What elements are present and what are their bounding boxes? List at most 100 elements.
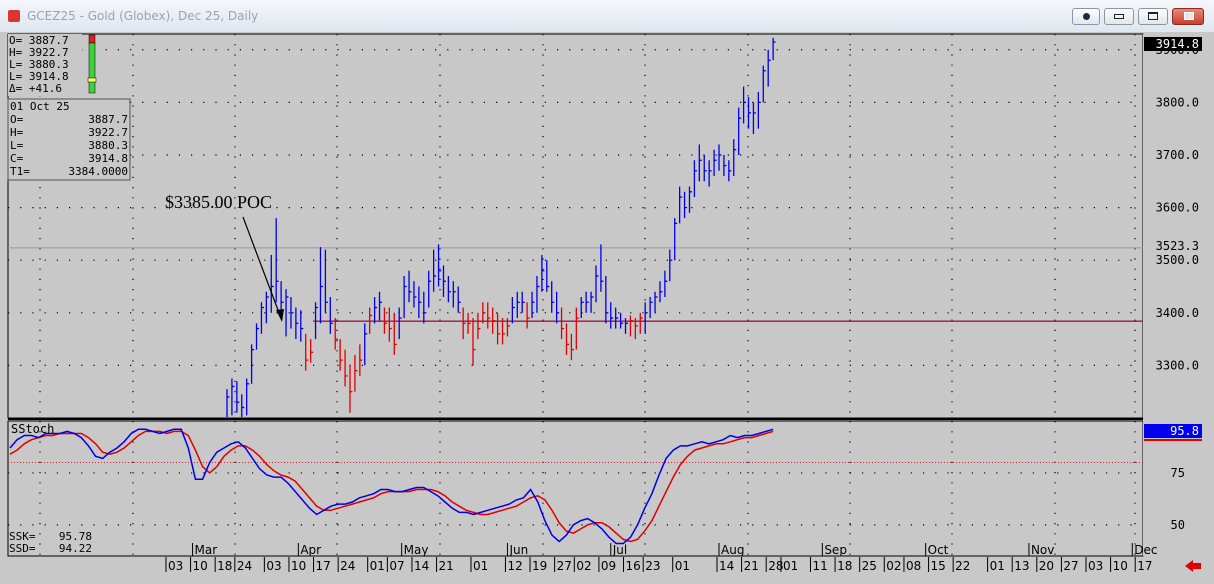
price-tick-label: 3800.0 <box>1156 95 1199 109</box>
day-label: 03 <box>266 559 281 573</box>
poc-arrow-head <box>276 309 284 322</box>
day-label: 13 <box>1014 559 1029 573</box>
day-label: 21 <box>744 559 759 573</box>
month-label: Jun <box>508 543 528 557</box>
price-tick-label: 3500.0 <box>1156 253 1199 267</box>
month-label: Sep <box>824 543 847 557</box>
day-label: 23 <box>645 559 660 573</box>
stoch-panel <box>7 420 1144 557</box>
price-panel <box>7 33 1144 419</box>
day-label: 25 <box>862 559 877 573</box>
data-window-key: C= <box>10 152 24 165</box>
ssd-value: 94.22 <box>59 542 92 555</box>
day-label: 11 <box>812 559 827 573</box>
day-label: 21 <box>439 559 454 573</box>
data-window-key: T1= <box>10 165 30 178</box>
close-button[interactable] <box>1172 8 1204 25</box>
price-axis <box>1143 34 1214 556</box>
day-label: 09 <box>601 559 616 573</box>
poc-line-group <box>8 247 1143 464</box>
range-bar <box>88 42 96 94</box>
stoch-title: SStoch <box>11 422 54 436</box>
poc-arrow-line <box>242 216 282 319</box>
price-tick-label: 3300.0 <box>1156 358 1199 372</box>
stoch-lines <box>9 428 774 545</box>
day-label: 02 <box>886 559 901 573</box>
day-label: 03 <box>1088 559 1103 573</box>
day-label: 01 <box>783 559 798 573</box>
month-label: Apr <box>300 543 321 557</box>
day-label: 18 <box>217 559 232 573</box>
app-icon <box>8 10 20 22</box>
day-label: 08 <box>906 559 921 573</box>
day-label: 01 <box>675 559 690 573</box>
day-label: 01 <box>473 559 488 573</box>
pin-button[interactable] <box>1072 8 1100 25</box>
minimize-icon <box>1114 14 1124 19</box>
month-label: Nov <box>1031 543 1054 557</box>
quote-high: H= 3922.7 <box>9 46 69 59</box>
data-window-key: H= <box>10 126 24 139</box>
day-label: 16 <box>626 559 641 573</box>
data-window-value: 3914.8 <box>88 152 128 165</box>
day-label: 28 <box>768 559 783 573</box>
data-window-value: 3384.0000 <box>68 165 128 178</box>
stoch-axis-labels: 50 75 <box>1171 466 1185 532</box>
ssk-label: SSK= <box>9 530 36 543</box>
stoch-tick-label: 50 <box>1171 518 1185 532</box>
day-label: 07 <box>389 559 404 573</box>
day-label: 17 <box>1137 559 1152 573</box>
quote-change: Δ= +41.6 <box>9 82 62 95</box>
restore-button[interactable] <box>1138 8 1168 25</box>
ssd-label: SSD= <box>9 542 36 555</box>
ssk-value: 95.78 <box>59 530 92 543</box>
day-label: 15 <box>931 559 946 573</box>
day-label: 02 <box>576 559 591 573</box>
day-label: 01 <box>990 559 1005 573</box>
day-label: 10 <box>193 559 208 573</box>
marker-price-label: 3523.3 <box>1156 239 1199 253</box>
day-label: 03 <box>168 559 183 573</box>
month-label: Dec <box>1134 543 1157 557</box>
poc-annotation: $3385.00 POC <box>165 192 272 212</box>
data-window-key: O= <box>10 113 24 126</box>
price-bars <box>226 37 776 417</box>
quote-box <box>8 34 82 96</box>
day-label: 10 <box>291 559 306 573</box>
quote-low: L= 3880.3 <box>9 58 69 71</box>
day-label: 24 <box>237 559 252 573</box>
scroll-left-icon[interactable] <box>1185 560 1201 572</box>
data-window-date: 01 Oct 25 <box>10 100 70 113</box>
day-label: 24 <box>340 559 355 573</box>
day-label: 01 <box>370 559 385 573</box>
stoch-tick-label: 75 <box>1171 466 1185 480</box>
time-axis <box>0 557 1214 584</box>
last-price-label: 3914.8 <box>1156 37 1199 51</box>
close-icon <box>1184 12 1194 20</box>
restore-icon <box>1148 12 1158 20</box>
data-window-value: 3922.7 <box>88 126 128 139</box>
price-tick-label: 3600.0 <box>1156 201 1199 215</box>
day-label: 12 <box>507 559 522 573</box>
day-label: 20 <box>1039 559 1054 573</box>
day-label: 22 <box>955 559 970 573</box>
pin-icon <box>1083 13 1090 20</box>
data-window-key: L= <box>10 139 24 152</box>
day-label: 14 <box>414 559 429 573</box>
day-label: 27 <box>557 559 572 573</box>
data-window <box>7 98 131 181</box>
range-bar-top <box>88 34 96 44</box>
month-label: Mar <box>195 543 218 557</box>
day-label: 18 <box>837 559 852 573</box>
price-tick-label: 3400.0 <box>1156 306 1199 320</box>
window-title: GCEZ25 - Gold (Globex), Dec 25, Daily <box>27 9 259 23</box>
marker-price-tag <box>1144 239 1202 253</box>
minimize-button[interactable] <box>1104 8 1134 25</box>
month-label: Aug <box>721 543 744 557</box>
day-label: 14 <box>719 559 734 573</box>
stoch-value-label: 95.8 <box>1170 424 1199 438</box>
day-label: 10 <box>1113 559 1128 573</box>
data-window-value: 3887.7 <box>88 113 128 126</box>
day-label: 27 <box>1063 559 1078 573</box>
